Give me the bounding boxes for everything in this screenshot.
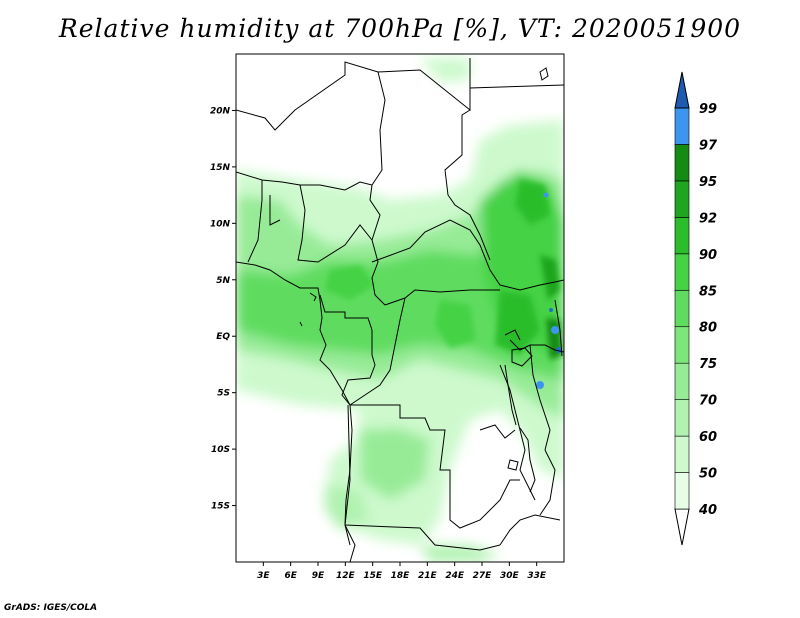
longitude-tick-label: 30E: [500, 571, 520, 581]
colorbar-swatch: [674, 253, 690, 291]
colorbar-swatch: [674, 289, 690, 328]
humidity-field-moist: [325, 180, 562, 360]
longitude-tick-label: 12E: [336, 571, 356, 581]
lake-victoria: [511, 347, 533, 367]
coastlines: [236, 67, 549, 546]
longitude-tick-label: 21E: [418, 571, 438, 581]
humidity-field: [236, 58, 564, 562]
colorbar: 40 50 60 70 75 80 85 90 92 95 97 99: [674, 71, 718, 546]
latitude-tick-label: EQ: [216, 332, 230, 342]
longitude-tick-label: 15E: [363, 571, 383, 581]
colorbar-label: 50: [699, 467, 717, 482]
colorbar-swatch: [674, 217, 690, 255]
colorbar-label: 95: [699, 175, 717, 190]
longitude-tick-label: 18E: [391, 571, 411, 581]
colorbar-swatch: [674, 399, 690, 437]
colorbar-swatch: [674, 472, 690, 510]
colorbar-label: 60: [699, 430, 717, 445]
colorbar-label: 75: [699, 357, 717, 372]
latitude-tick-label: 20N: [210, 106, 231, 116]
grads-credit: GrADS: IGES/COLA: [4, 603, 98, 613]
humidity-field-saturated: [536, 192, 562, 389]
longitude-tick-label: 24E: [445, 571, 465, 581]
lake-tanganyika: [504, 364, 517, 426]
latitude-tick-label: 15S: [211, 502, 230, 512]
colorbar-swatch: [674, 435, 690, 473]
colorbar-swatch: [674, 180, 690, 218]
longitude-tick-label: 33E: [527, 571, 547, 581]
latitude-tick-label: 5S: [217, 389, 230, 399]
colorbar-low-extension: [674, 508, 690, 546]
colorbar-swatch: [674, 326, 690, 364]
latitude-axis: 20N 15N 10N 5N EQ 5S 10S 15S: [210, 106, 236, 512]
colorbar-swatch: [674, 362, 690, 400]
colorbar-swatch: [674, 144, 690, 182]
colorbar-label: 70: [699, 394, 717, 409]
colorbar-label: 40: [698, 503, 717, 518]
longitude-tick-label: 3E: [257, 571, 270, 581]
colorbar-label: 97: [699, 138, 718, 153]
latitude-tick-label: 10N: [210, 219, 231, 229]
longitude-tick-label: 6E: [284, 571, 297, 581]
longitude-axis: 3E 6E 9E 12E 15E 18E 21E 24E 27E 30E 33E: [257, 562, 547, 581]
map-title: Relative humidity at 700hPa [%], VT: 202…: [58, 14, 742, 43]
latitude-tick-label: 5N: [216, 276, 230, 286]
colorbar-label: 99: [699, 102, 717, 117]
colorbar-label: 80: [699, 321, 717, 336]
colorbar-swatch: [674, 107, 690, 145]
longitude-tick-label: 27E: [473, 571, 493, 581]
colorbar-label: 85: [699, 284, 717, 299]
colorbar-label: 90: [699, 248, 717, 263]
longitude-tick-label: 9E: [312, 571, 325, 581]
colorbar-high-extension: [674, 71, 690, 109]
colorbar-label: 92: [699, 211, 717, 226]
latitude-tick-label: 15N: [210, 163, 231, 173]
latitude-tick-label: 10S: [211, 445, 230, 455]
